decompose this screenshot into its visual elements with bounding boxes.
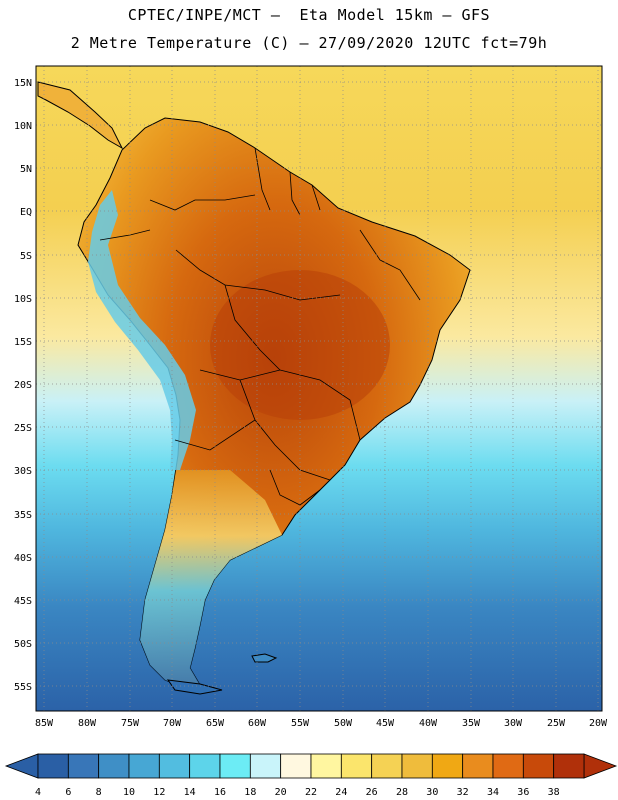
color-scale-legend: 4 6 8 10 12 14 16 18 20 22 24 26 28 30 32 34 36 38 xyxy=(4,753,618,798)
falkland-islands xyxy=(251,653,278,663)
legend-value-label: 16 xyxy=(214,787,226,798)
lon-label: 70W xyxy=(163,718,182,729)
lat-label: 15S xyxy=(14,337,32,348)
legend-value-label: 10 xyxy=(123,787,135,798)
legend-value-label: 26 xyxy=(366,787,378,798)
legend-value-label: 4 xyxy=(35,787,41,798)
lon-label: 50W xyxy=(334,718,353,729)
lon-label: 60W xyxy=(248,718,267,729)
legend-value-label: 18 xyxy=(244,787,256,798)
legend-swatch xyxy=(553,753,585,779)
legend-value-label: 8 xyxy=(96,787,102,798)
southern-cone-cool-zone xyxy=(140,470,282,690)
central-america xyxy=(37,81,124,150)
lat-label: 5S xyxy=(20,251,32,262)
lat-label: 20S xyxy=(14,380,32,391)
legend-swatch xyxy=(431,753,464,779)
tierra-del-fuego xyxy=(166,679,223,695)
lon-label: 80W xyxy=(78,718,97,729)
legend-value-label: 22 xyxy=(305,787,317,798)
legend-value-label: 6 xyxy=(65,787,71,798)
lat-label: 25S xyxy=(14,423,32,434)
legend-swatch xyxy=(371,753,403,779)
lat-label: 10S xyxy=(14,294,32,305)
legend-swatch xyxy=(462,753,494,779)
legend-high-arrow xyxy=(583,753,618,779)
map-frame xyxy=(35,65,603,712)
legend-value-label: 20 xyxy=(275,787,287,798)
legend-value-label: 36 xyxy=(517,787,529,798)
legend-value-label: 28 xyxy=(396,787,408,798)
lon-label: 20W xyxy=(589,718,608,729)
legend-swatch xyxy=(158,753,191,779)
legend-swatch xyxy=(67,753,100,779)
lon-label: 75W xyxy=(121,718,140,729)
legend-value-label: 12 xyxy=(153,787,165,798)
legend-swatch xyxy=(37,753,69,779)
legend-low-arrow xyxy=(4,753,39,779)
lat-label: 5N xyxy=(20,164,32,175)
legend-swatch xyxy=(522,753,555,779)
title-line-2: 2 Metre Temperature (C) – 27/09/2020 12U… xyxy=(70,34,548,52)
lon-axis-labels: 85W 80W 75W 70W 65W 60W 55W 50W 45W 40W … xyxy=(35,718,608,729)
legend-swatch xyxy=(340,753,373,779)
lon-label: 30W xyxy=(504,718,523,729)
legend-swatch xyxy=(280,753,312,779)
legend-value-label: 30 xyxy=(426,787,438,798)
lat-label: 40S xyxy=(14,553,32,564)
lat-label: 35S xyxy=(14,510,32,521)
lon-label: 45W xyxy=(376,718,395,729)
legend-value-label: 32 xyxy=(457,787,469,798)
title-line-1: CPTEC/INPE/MCT – Eta Model 15km – GFS xyxy=(127,6,491,24)
lat-axis-labels: 15N 10N 5N EQ 5S 10S 15S 20S 25S 30S 35S… xyxy=(14,78,32,693)
lon-label: 40W xyxy=(419,718,438,729)
legend-swatch xyxy=(219,753,251,779)
legend-value-label: 38 xyxy=(548,787,560,798)
legend-swatch xyxy=(401,753,433,779)
lat-label: 50S xyxy=(14,639,32,650)
legend-swatch xyxy=(98,753,130,779)
lat-label: EQ xyxy=(20,207,32,218)
legend-value-label: 34 xyxy=(487,787,499,798)
legend-swatch xyxy=(492,753,524,779)
lon-label: 85W xyxy=(35,718,54,729)
country-borders xyxy=(99,147,421,506)
lat-label: 30S xyxy=(14,466,32,477)
legend-swatch xyxy=(128,753,160,779)
legend-value-label: 24 xyxy=(335,787,347,798)
lat-label: 15N xyxy=(14,78,32,89)
legend-value-label: 14 xyxy=(184,787,196,798)
lat-label: 55S xyxy=(14,682,32,693)
lon-label: 35W xyxy=(462,718,481,729)
lon-label: 55W xyxy=(291,718,310,729)
lon-label: 65W xyxy=(206,718,225,729)
central-hot-core xyxy=(210,270,390,420)
lat-label: 10N xyxy=(14,121,32,132)
legend-swatch xyxy=(249,753,282,779)
andes-cold-strip xyxy=(88,190,196,470)
lon-label: 25W xyxy=(547,718,566,729)
lat-label: 45S xyxy=(14,596,32,607)
legend-swatch xyxy=(310,753,342,779)
legend-swatch xyxy=(189,753,221,779)
